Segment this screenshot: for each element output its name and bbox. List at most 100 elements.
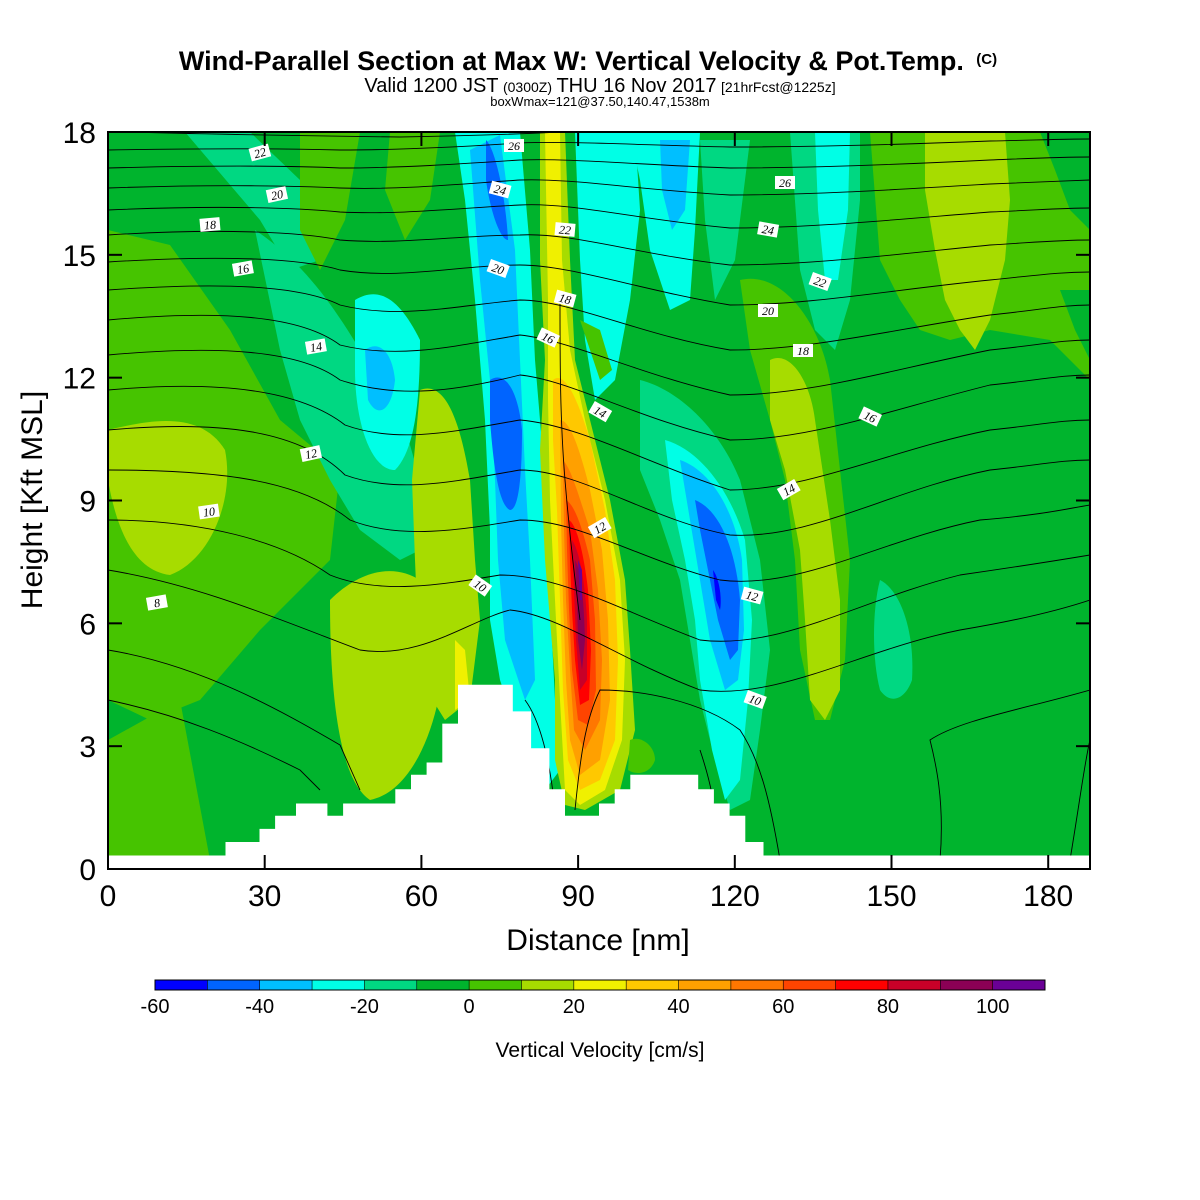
contour-label-text: 26 [779, 176, 791, 190]
y-tick-label: 15 [63, 240, 96, 273]
contour-label: 20 [758, 304, 778, 318]
contour-label-text: 20 [762, 304, 774, 318]
y-tick-label: 9 [79, 486, 96, 519]
x-axis-label: Distance [nm] [506, 924, 689, 957]
contour-label: 18 [793, 344, 813, 358]
contour-label: 10 [468, 574, 493, 597]
contour-label: 16 [231, 260, 254, 277]
y-tick-label: 18 [63, 117, 96, 150]
contour-label: 18 [199, 217, 221, 233]
colorbar-tick-label: -20 [350, 996, 379, 1018]
contour-labels: 8 10 12 14 16 18 20 22 10 20 16 18 22 24 26 12 14 12 10 14 1… [145, 139, 883, 710]
colorbar-swatch [835, 980, 889, 990]
colorbar-tick-label: 60 [772, 996, 794, 1018]
contour-label: 20 [265, 186, 289, 203]
chart-subtitle-2: boxWmax=121@37.50,140.47,1538m [490, 94, 710, 109]
contour-label-text: 26 [508, 139, 520, 153]
contour-label-text: 10 [202, 504, 216, 520]
colorbar-swatch [626, 980, 680, 990]
colorbar-tick-label: 0 [464, 996, 475, 1018]
colorbar-swatch [940, 980, 994, 990]
contour-label-text: 22 [558, 223, 571, 238]
x-axis: 0 30 60 90 120 150 180 [100, 132, 1073, 913]
x-tick-label: 90 [561, 880, 594, 913]
x-tick-label: 120 [710, 880, 760, 913]
contour-label-text: 16 [236, 261, 250, 277]
colorbar-tick-label: 80 [877, 996, 899, 1018]
y-axis: 0 3 6 9 12 15 18 [63, 117, 1090, 887]
y-tick-label: 3 [79, 731, 96, 764]
colorbar-swatch [364, 980, 418, 990]
contour-label-text: 16 [540, 329, 557, 347]
colorbar-swatch [573, 980, 627, 990]
colorbar-tick-label: -40 [245, 996, 274, 1018]
contour-label-text: 20 [270, 187, 285, 203]
contour-label: 12 [299, 445, 323, 462]
contour-label: 24 [757, 221, 780, 238]
y-tick-label: 12 [63, 363, 96, 396]
contour-label: 22 [248, 143, 272, 162]
contour-label: 8 [145, 594, 168, 611]
contour-label-text: 24 [761, 222, 775, 238]
colorbar-tick-label: 100 [976, 996, 1009, 1018]
contour-label: 14 [588, 400, 613, 423]
contour-label: 24 [488, 180, 512, 199]
contour-label: 14 [304, 338, 327, 355]
contour-label-text: 22 [252, 145, 267, 162]
vertical-velocity-field [108, 132, 1090, 869]
theta-contours [108, 132, 1090, 861]
y-axis-label: Height [Kft MSL] [16, 391, 49, 609]
contour-label: 20 [486, 259, 510, 279]
contour-label: 16 [536, 327, 561, 348]
x-tick-label: 180 [1023, 880, 1073, 913]
colorbar-swatch [992, 980, 1046, 990]
contour-label: 26 [775, 176, 795, 190]
colorbar-swatch [887, 980, 941, 990]
contour-label-text: 18 [797, 344, 809, 358]
contour-label: 10 [743, 690, 767, 710]
contour-label-text: 14 [309, 339, 323, 355]
chart-subtitle: Valid 1200 JST (0300Z) THU 16 Nov 2017 [… [364, 75, 835, 97]
contour-label-text: 10 [747, 691, 763, 708]
x-tick-label: 60 [405, 880, 438, 913]
x-tick-label: 30 [248, 880, 281, 913]
colorbar-swatch [416, 980, 470, 990]
contour-label-text: 8 [153, 596, 161, 611]
contour-label-text: 18 [203, 218, 216, 233]
contour-label: 18 [553, 289, 577, 308]
colorbar-label: Vertical Velocity [cm/s] [496, 1039, 705, 1062]
colorbar-swatch [469, 980, 522, 990]
contour-label-text: 16 [862, 408, 879, 426]
contour-label: 22 [554, 222, 576, 238]
contour-label-text: 18 [557, 291, 572, 308]
contour-label: 14 [776, 478, 801, 501]
terrain-mask [108, 684, 1090, 869]
colorbar-swatch [783, 980, 837, 990]
contour-label-text: 24 [492, 182, 507, 199]
colorbar-tick-label: 20 [563, 996, 585, 1018]
contour-label: 12 [740, 586, 764, 605]
contour-label: 26 [504, 139, 524, 153]
colorbar-swatch [678, 980, 732, 990]
contour-label-text: 22 [812, 273, 828, 290]
x-tick-label: 150 [866, 880, 916, 913]
colorbar: -60 -40 -20 0 20 40 60 80 100 [141, 979, 1046, 1018]
colorbar-swatch [207, 980, 261, 990]
y-tick-label: 6 [79, 608, 96, 641]
chart-title: Wind-Parallel Section at Max W: Vertical… [179, 46, 997, 76]
y-tick-label: 0 [79, 854, 96, 887]
contour-label: 10 [198, 503, 220, 520]
contour-label-text: 20 [490, 260, 506, 277]
colorbar-swatch [730, 980, 784, 990]
colorbar-swatch [521, 980, 575, 990]
colorbar-swatch [155, 980, 208, 990]
colorbar-swatch [259, 980, 313, 990]
contour-label-text: 12 [304, 446, 319, 462]
colorbar-swatch [312, 980, 365, 990]
contour-label-text: 12 [744, 588, 759, 605]
colorbar-tick-label: -60 [141, 996, 170, 1018]
contour-label: 16 [858, 406, 883, 427]
x-tick-label: 0 [100, 880, 117, 913]
contour-label: 22 [808, 272, 832, 292]
